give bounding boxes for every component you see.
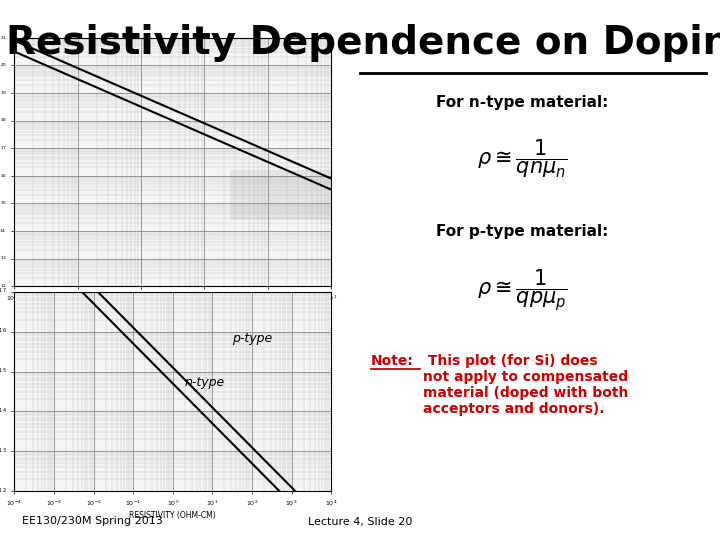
Text: EE130/230M Spring 2013: EE130/230M Spring 2013	[22, 516, 162, 526]
X-axis label: RESISTIVITY (OHM-CM): RESISTIVITY (OHM-CM)	[130, 511, 216, 520]
Text: Note:: Note:	[371, 354, 414, 368]
X-axis label: RESISTIVITY (OHM-CM): RESISTIVITY (OHM-CM)	[133, 306, 212, 313]
Text: This plot (for Si) does
not apply to compensated
material (doped with both
accep: This plot (for Si) does not apply to com…	[423, 354, 628, 416]
Text: For p-type material:: For p-type material:	[436, 224, 608, 239]
Text: $\rho \cong \dfrac{1}{qn\mu_n}$: $\rho \cong \dfrac{1}{qn\mu_n}$	[477, 138, 567, 180]
Text: Lecture 4, Slide 20: Lecture 4, Slide 20	[308, 516, 412, 526]
Text: p-type: p-type	[232, 332, 272, 345]
Text: n-type: n-type	[184, 375, 225, 388]
FancyBboxPatch shape	[230, 170, 369, 220]
Text: $\rho \cong \dfrac{1}{qp\mu_p}$: $\rho \cong \dfrac{1}{qp\mu_p}$	[477, 267, 567, 313]
Text: Resistivity Dependence on Doping: Resistivity Dependence on Doping	[6, 24, 720, 62]
Text: For n-type material:: For n-type material:	[436, 94, 608, 110]
